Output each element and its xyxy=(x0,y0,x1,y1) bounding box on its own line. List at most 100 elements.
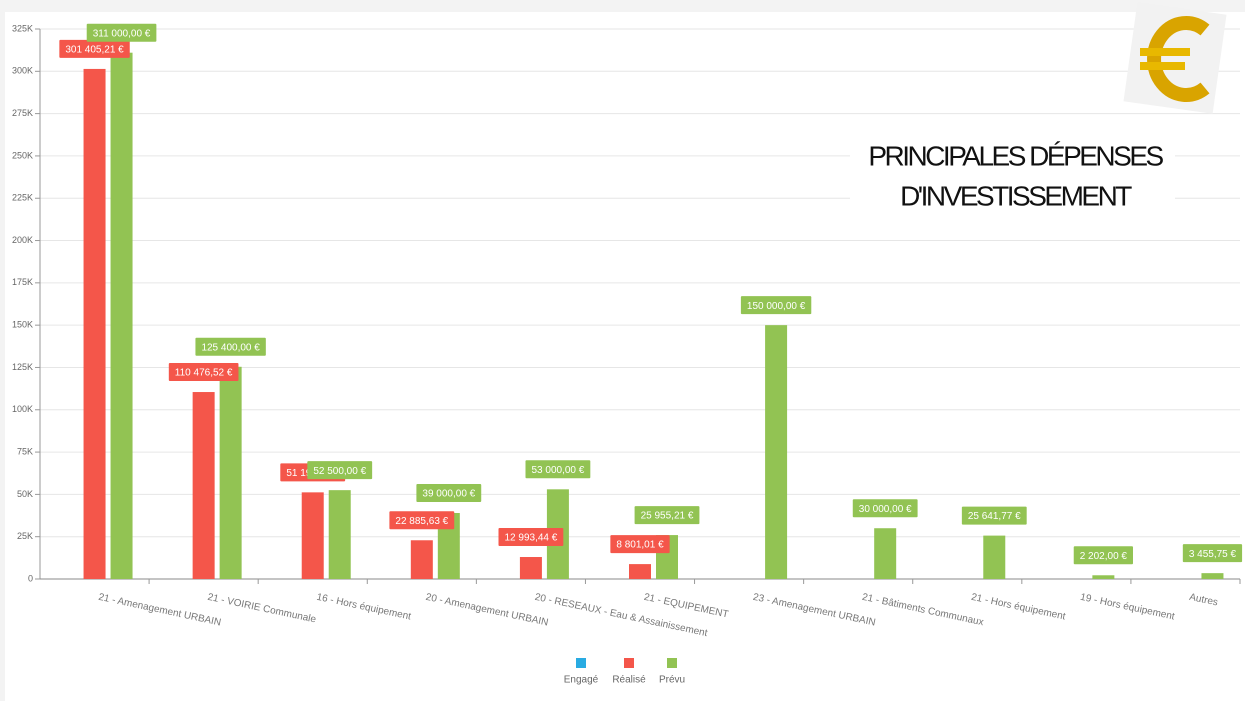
value-label: 150 000,00 € xyxy=(740,296,812,315)
value-label-box xyxy=(307,461,373,480)
y-tick-label: 125K xyxy=(12,362,33,372)
bar xyxy=(110,52,133,579)
value-label-text: 52 500,00 € xyxy=(313,466,366,477)
value-label-box xyxy=(389,511,455,530)
bar xyxy=(519,557,542,579)
y-tick-label: 100K xyxy=(12,404,33,414)
legend-label: Réalisé xyxy=(612,675,646,686)
value-label: 12 993,44 € xyxy=(498,528,564,547)
value-label: 53 000,00 € xyxy=(525,460,591,479)
x-tick-label: 21 - Bâtiments Communaux xyxy=(861,592,985,629)
y-tick-label: 325K xyxy=(12,23,33,33)
y-tick-label: 250K xyxy=(12,150,33,160)
value-label-box xyxy=(961,506,1027,525)
x-tick-label: 19 - Hors équipement xyxy=(1079,592,1176,623)
bar xyxy=(301,492,324,579)
value-label-box xyxy=(610,535,670,554)
value-label-text: 110 476,52 € xyxy=(175,368,233,379)
chart-title: PRINCIPALES DÉPENSES xyxy=(868,140,1163,171)
y-tick-label: 300K xyxy=(12,66,33,76)
bar xyxy=(1092,575,1115,579)
value-label-text: 2 202,00 € xyxy=(1080,551,1128,562)
value-label-text: 25 641,77 € xyxy=(968,511,1021,522)
value-label-text: 311 000,00 € xyxy=(93,28,151,39)
y-tick-label: 0 xyxy=(28,573,33,583)
legend-swatch xyxy=(624,658,634,668)
value-label-text: 8 801,01 € xyxy=(616,540,664,551)
value-label-box xyxy=(86,23,157,42)
value-label-box xyxy=(852,499,918,518)
value-label: 2 202,00 € xyxy=(1073,546,1133,565)
bar xyxy=(629,564,651,579)
top-band xyxy=(0,0,1245,12)
value-label: 39 000,00 € xyxy=(416,484,482,502)
value-label-box xyxy=(59,39,130,58)
value-label: 125 400,00 € xyxy=(195,337,266,356)
x-tick-label: 21 - EQUIPEMENT xyxy=(643,592,730,621)
value-label-text: 150 000,00 € xyxy=(747,301,806,312)
y-tick-label: 50K xyxy=(17,489,33,499)
bar xyxy=(192,392,215,579)
legend-swatch xyxy=(576,658,586,668)
bar xyxy=(83,68,106,580)
value-label-box xyxy=(195,337,266,356)
value-label: 30 000,00 € xyxy=(852,499,918,518)
title-backdrop xyxy=(850,132,1175,218)
bar xyxy=(874,528,897,579)
value-label: 311 000,00 € xyxy=(86,23,157,42)
x-tick-label: 21 - Amenagement URBAIN xyxy=(97,592,222,629)
value-label-text: 125 400,00 € xyxy=(201,342,260,353)
euro-curve xyxy=(1147,16,1210,102)
value-label-box xyxy=(168,363,239,382)
value-label-box xyxy=(740,296,812,315)
value-label: 3 455,75 € xyxy=(1182,544,1243,563)
value-label-box xyxy=(634,506,700,525)
legend-label: Prévu xyxy=(659,675,685,686)
euro-bars xyxy=(1140,48,1190,70)
y-tick-label: 75K xyxy=(17,446,33,456)
value-label-text: 30 000,00 € xyxy=(859,504,912,515)
bar xyxy=(410,540,433,579)
value-label-text: 22 885,63 € xyxy=(395,516,448,527)
value-label-text: 39 000,00 € xyxy=(422,489,475,500)
value-label: 25 955,21 € xyxy=(634,506,700,525)
chart-title: D'INVESTISSEMENT xyxy=(900,180,1132,211)
y-tick-label: 200K xyxy=(12,235,33,245)
value-label-box xyxy=(1073,546,1133,565)
value-label-box xyxy=(525,460,591,479)
bar xyxy=(983,535,1006,579)
x-tick-label: 20 - Amenagement URBAIN xyxy=(425,592,550,629)
value-label-text: 3 455,75 € xyxy=(1189,549,1237,560)
x-tick-label: Autres xyxy=(1188,592,1219,609)
legend-label: Engagé xyxy=(564,675,599,686)
value-label: 22 885,63 € xyxy=(389,511,455,530)
value-label: 110 476,52 € xyxy=(168,363,239,382)
legend-swatch xyxy=(667,658,677,668)
y-tick-label: 175K xyxy=(12,277,33,287)
value-label-text: 301 405,21 € xyxy=(65,45,124,56)
value-label-box xyxy=(498,528,564,547)
value-label-box xyxy=(416,484,482,502)
y-tick-label: 225K xyxy=(12,193,33,203)
bar xyxy=(328,490,351,579)
value-label: 301 405,21 € xyxy=(59,39,130,58)
y-tick-label: 150K xyxy=(12,320,33,330)
y-tick-label: 275K xyxy=(12,108,33,118)
value-label-box xyxy=(1182,544,1243,563)
value-label-text: 25 955,21 € xyxy=(641,511,694,522)
y-tick-label: 25K xyxy=(17,531,33,541)
x-tick-label: 21 - Hors équipement xyxy=(970,592,1067,623)
bar xyxy=(219,366,242,579)
euro-icon xyxy=(1123,2,1227,114)
left-band xyxy=(0,0,5,701)
value-label-text: 12 993,44 € xyxy=(504,533,557,544)
value-label-text: 53 000,00 € xyxy=(531,465,584,476)
x-tick-label: 16 - Hors équipement xyxy=(316,592,413,623)
bar xyxy=(1201,573,1224,579)
value-label: 52 500,00 € xyxy=(307,461,373,480)
bar xyxy=(437,513,460,579)
x-tick-label: 23 - Amenagement URBAIN xyxy=(752,592,877,629)
value-label: 25 641,77 € xyxy=(961,506,1027,525)
